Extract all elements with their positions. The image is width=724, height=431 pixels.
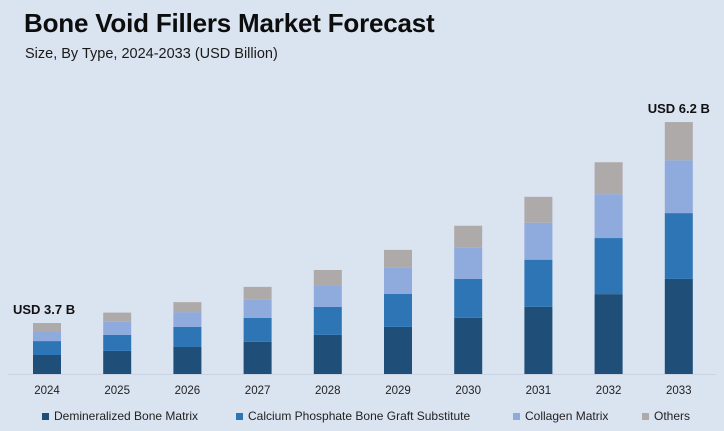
- bar-segment-2033-calcium-phosphate-bone-graft-substitute: [664, 213, 693, 279]
- chart-subtitle: Size, By Type, 2024-2033 (USD Billion): [25, 46, 278, 62]
- x-tick-label: 2024: [34, 385, 60, 397]
- bar-segment-2024-demineralized-bone-matrix: [33, 354, 61, 374]
- bar-segment-2027-others: [243, 286, 272, 300]
- x-tick-label: 2026: [175, 385, 201, 397]
- bar-segment-2028-demineralized-bone-matrix: [313, 334, 342, 374]
- legend-label: Collagen Matrix: [525, 409, 609, 423]
- bar-segment-2025-demineralized-bone-matrix: [103, 350, 132, 374]
- bar-segment-2026-calcium-phosphate-bone-graft-substitute: [173, 326, 202, 347]
- legend-item-collagen-matrix: Collagen Matrix: [513, 409, 608, 423]
- bar-segment-2030-calcium-phosphate-bone-graft-substitute: [454, 278, 483, 318]
- x-tick-label: 2032: [596, 385, 622, 397]
- legend-label: Calcium Phosphate Bone Graft Substitute: [248, 409, 471, 423]
- bar-segment-2031-collagen-matrix: [524, 222, 553, 260]
- x-tick-label: 2028: [315, 385, 341, 397]
- bar-segment-2026-collagen-matrix: [173, 312, 202, 327]
- bar-segment-2033-others: [664, 122, 693, 161]
- bar-segment-2030-demineralized-bone-matrix: [454, 317, 483, 374]
- legend-swatch-icon: [236, 412, 243, 420]
- x-tick-label: 2033: [666, 385, 692, 397]
- bar-segment-2032-demineralized-bone-matrix: [594, 294, 623, 374]
- bar-segment-2032-collagen-matrix: [594, 194, 623, 239]
- bar-segment-2028-others: [313, 269, 342, 286]
- bar-segment-2029-collagen-matrix: [384, 267, 412, 294]
- bar-segment-2031-calcium-phosphate-bone-graft-substitute: [524, 259, 553, 307]
- bar-segment-2024-calcium-phosphate-bone-graft-substitute: [33, 341, 61, 355]
- x-tick-label: 2025: [104, 385, 130, 397]
- chart-title: Bone Void Fillers Market Forecast: [24, 8, 435, 38]
- bar-segment-2025-calcium-phosphate-bone-graft-substitute: [103, 334, 132, 351]
- bar-segment-2029-calcium-phosphate-bone-graft-substitute: [384, 293, 412, 327]
- x-tick-label: 2029: [385, 385, 411, 397]
- bar-segment-2025-others: [103, 312, 132, 322]
- bar-segment-2032-others: [594, 162, 623, 195]
- bar-segment-2028-collagen-matrix: [313, 285, 342, 307]
- legend-item-others: Others: [642, 409, 690, 423]
- legend-swatch-icon: [513, 412, 520, 420]
- legend-label: Others: [654, 409, 691, 423]
- total-annotation-2024: USD 3.7 B: [13, 302, 75, 317]
- x-tick-label: 2027: [245, 385, 271, 397]
- bar-segment-2027-demineralized-bone-matrix: [243, 341, 272, 374]
- bar-segment-2030-others: [454, 225, 483, 248]
- total-annotation-2033: USD 6.2 B: [648, 101, 710, 116]
- bar-segment-2024-others: [33, 323, 61, 332]
- legend-label: Demineralized Bone Matrix: [54, 409, 199, 423]
- bar-segment-2026-demineralized-bone-matrix: [173, 346, 202, 374]
- bar-segment-2033-demineralized-bone-matrix: [664, 278, 693, 374]
- x-tick-label: 2031: [526, 385, 552, 397]
- bar-segment-2026-others: [173, 302, 202, 313]
- bar-segment-2024-collagen-matrix: [33, 331, 61, 342]
- x-tick-label: 2030: [455, 385, 481, 397]
- legend-item-demineralized-bone-matrix: Demineralized Bone Matrix: [42, 409, 198, 423]
- bar-segment-2031-others: [524, 196, 553, 223]
- legend-swatch-icon: [642, 412, 649, 420]
- bar-segment-2031-demineralized-bone-matrix: [524, 306, 553, 374]
- bar-segment-2033-collagen-matrix: [664, 160, 693, 214]
- legend-swatch-icon: [42, 412, 49, 420]
- bar-segment-2027-collagen-matrix: [243, 299, 272, 318]
- bar-segment-2029-others: [384, 249, 412, 268]
- bar-segment-2028-calcium-phosphate-bone-graft-substitute: [313, 306, 342, 335]
- bar-segment-2025-collagen-matrix: [103, 321, 132, 335]
- bar-segment-2027-calcium-phosphate-bone-graft-substitute: [243, 317, 272, 342]
- bar-segment-2029-demineralized-bone-matrix: [384, 326, 412, 374]
- legend-item-calcium-phosphate-bone-graft-substitute: Calcium Phosphate Bone Graft Substitute: [236, 409, 470, 423]
- bar-segment-2032-calcium-phosphate-bone-graft-substitute: [594, 238, 623, 295]
- bar-segment-2030-collagen-matrix: [454, 247, 483, 279]
